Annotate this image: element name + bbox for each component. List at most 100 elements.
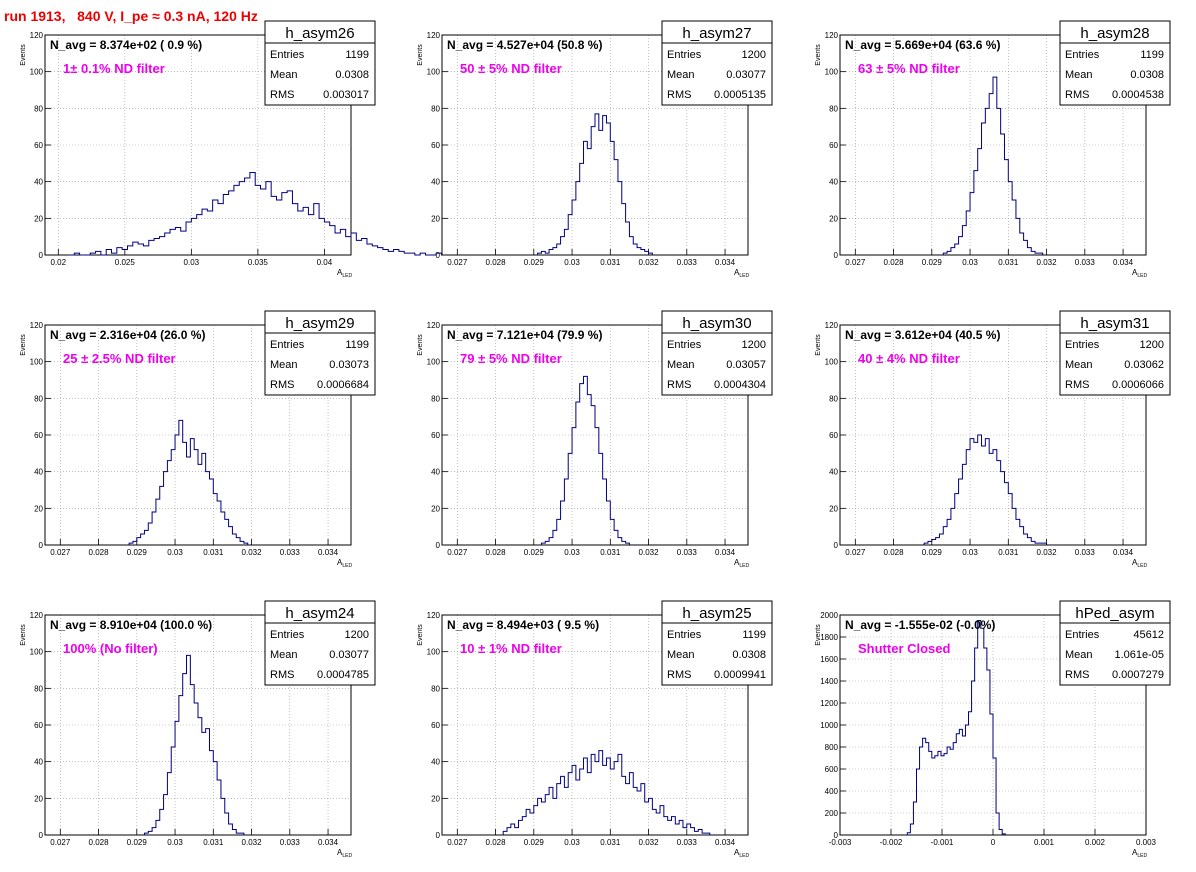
x-tick-label: -0.003	[829, 838, 852, 847]
y-tick-label: 60	[431, 431, 440, 440]
x-tick-label: -0.001	[931, 838, 954, 847]
x-tick-label: 0.029	[524, 548, 545, 557]
stats-label: Mean	[1065, 359, 1093, 371]
stats-value: 0.0007279	[1112, 669, 1164, 681]
x-tick-label: 0.001	[1034, 838, 1055, 847]
stats-value: 1199	[742, 629, 766, 641]
stats-box	[264, 332, 376, 396]
x-tick-label: 0.034	[715, 548, 736, 557]
stats-value: 1199	[345, 49, 369, 61]
y-tick-label: 20	[431, 214, 440, 223]
stats-label: Mean	[667, 649, 695, 661]
y-tick-label: 1400	[820, 677, 838, 686]
stats-label: Entries	[1065, 629, 1100, 641]
stats-value: 1200	[1140, 339, 1164, 351]
stats-label: RMS	[667, 89, 691, 101]
y-tick-label: 0	[834, 541, 839, 550]
stats-label: Entries	[1065, 339, 1100, 351]
x-tick-label: 0.033	[1075, 548, 1096, 557]
stats-label: RMS	[667, 669, 691, 681]
filter-annotation: 79 ± 5% ND filter	[460, 351, 562, 366]
y-tick-label: 120	[30, 31, 44, 40]
y-tick-label: 100	[427, 68, 441, 77]
stats-label: Entries	[667, 339, 702, 351]
x-axis-title: ALED	[337, 268, 352, 279]
filter-annotation: 40 ± 4% ND filter	[858, 351, 960, 366]
navg-label: N_avg = 8.910e+04 (100.0 %)	[50, 618, 212, 632]
navg-label: N_avg = 8.494e+03 ( 9.5 %)	[447, 618, 599, 632]
histogram-title: h_asym29	[285, 315, 354, 332]
navg-label: N_avg = 7.121e+04 (79.9 %)	[447, 328, 602, 342]
histogram-panel: 0.027 0.028 0.029 0.03 0.031 0.032 0.033 0.034 0…	[20, 310, 376, 569]
x-axis-title: ALED	[1132, 268, 1147, 279]
x-tick-label: 0.028	[486, 548, 507, 557]
histogram-panel: 0.027 0.028 0.029 0.03 0.031 0.032 0.033 0.034 0…	[417, 310, 773, 569]
x-tick-label: 0.031	[998, 258, 1019, 267]
histogram-title: h_asym28	[1080, 25, 1149, 42]
y-tick-label: 0	[834, 251, 839, 260]
histogram-title: h_asym25	[682, 605, 751, 622]
x-tick-label: 0.027	[50, 548, 71, 557]
x-tick-label: 0.028	[89, 548, 110, 557]
x-tick-label: 0.028	[884, 258, 905, 267]
y-tick-label: 2000	[820, 611, 838, 620]
x-axis-title: ALED	[734, 848, 749, 859]
x-axis-title: ALED	[734, 268, 749, 279]
x-tick-label: 0.031	[203, 548, 224, 557]
histogram-title: h_asym26	[285, 25, 354, 42]
y-tick-label: 80	[34, 104, 43, 113]
x-tick-label: 0.03	[564, 258, 580, 267]
stats-value: 0.0005135	[714, 89, 766, 101]
stats-value: 0.03077	[726, 69, 766, 81]
histogram-panel: 0.027 0.028 0.029 0.03 0.031 0.032 0.033 0.034 0…	[417, 600, 773, 859]
x-axis-title: ALED	[734, 558, 749, 569]
stats-label: Mean	[1065, 69, 1093, 81]
stats-box	[264, 42, 376, 106]
navg-label: N_avg = 5.669e+04 (63.6 %)	[845, 38, 1000, 52]
x-tick-label: 0.034	[318, 548, 339, 557]
histogram-panel: -0.003 -0.002 -0.001 0 0.001 0.002 0.003 0 200 40…	[815, 600, 1171, 859]
stats-label: RMS	[1065, 669, 1089, 681]
x-tick-label: 0.029	[127, 838, 148, 847]
y-tick-label: 80	[431, 104, 440, 113]
stats-value: 0.03077	[329, 649, 369, 661]
x-tick-label: 0.034	[1113, 548, 1134, 557]
y-tick-label: 0	[39, 251, 44, 260]
x-tick-label: 0.032	[242, 548, 263, 557]
x-tick-label: 0.034	[715, 258, 736, 267]
x-tick-label: 0.027	[845, 258, 866, 267]
y-tick-label: 80	[34, 394, 43, 403]
y-tick-label: 1600	[820, 655, 838, 664]
stats-label: RMS	[270, 89, 294, 101]
stats-value: 0.0006066	[1112, 379, 1164, 391]
x-tick-label: 0.031	[600, 838, 621, 847]
x-tick-label: 0.03	[184, 258, 200, 267]
y-tick-label: 1800	[820, 633, 838, 642]
x-tick-label: 0.029	[922, 548, 943, 557]
y-tick-label: 20	[34, 504, 43, 513]
stats-label: Mean	[270, 649, 298, 661]
stats-value: 0.03057	[726, 359, 766, 371]
x-axis-title-sub: LED	[739, 853, 749, 859]
x-tick-label: 0.03	[167, 548, 183, 557]
x-axis-title-sub: LED	[342, 563, 352, 569]
stats-box	[661, 42, 773, 106]
x-tick-label: 0.033	[677, 838, 698, 847]
x-tick-label: 0.028	[89, 838, 110, 847]
x-tick-label: 0.025	[115, 258, 136, 267]
stats-value: 1.061e-05	[1114, 649, 1164, 661]
x-tick-label: 0.034	[318, 838, 339, 847]
y-tick-label: 20	[431, 504, 440, 513]
x-axis-title: ALED	[1132, 848, 1147, 859]
stats-label: RMS	[667, 379, 691, 391]
y-tick-label: 120	[427, 611, 441, 620]
x-tick-label: 0.029	[922, 258, 943, 267]
y-axis-title: Events	[417, 624, 424, 646]
y-tick-label: 80	[34, 684, 43, 693]
y-axis-title: Events	[417, 334, 424, 356]
x-tick-label: 0.033	[1075, 258, 1096, 267]
filter-annotation: 63 ± 5% ND filter	[858, 61, 960, 76]
stats-value: 1199	[1140, 49, 1164, 61]
x-tick-label: 0.03	[962, 548, 978, 557]
y-axis-title: Events	[815, 624, 822, 646]
